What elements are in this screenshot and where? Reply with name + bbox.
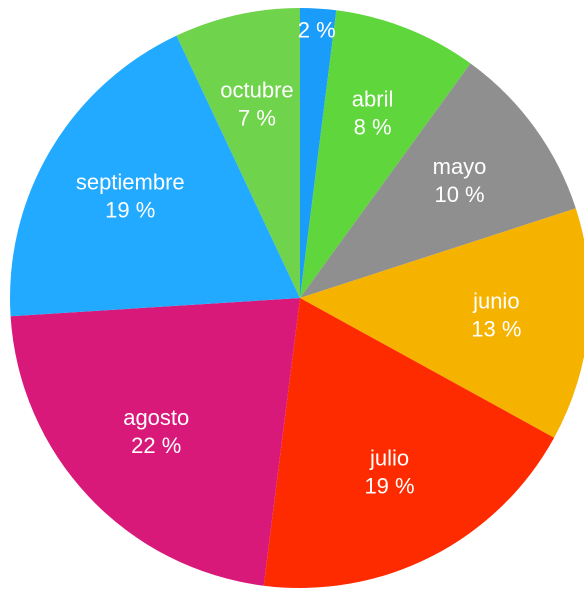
slice-value-label: 13 % [471,316,521,341]
pie-slice [300,208,584,438]
slice-value-label: 8 % [354,114,392,139]
slice-value-label: 10 % [434,182,484,207]
slice-value-label: 2 % [298,18,336,43]
pie-slice [263,298,555,588]
slice-label: mayo [433,154,487,179]
pie-slice [9,35,300,317]
slice-label: abril [352,86,394,111]
slice-value-label: 19 % [105,197,155,222]
slice-label: septiembre [76,169,185,194]
pie-slice [176,8,300,298]
slice-value-label: 19 % [364,474,414,499]
slice-value-label: 22 % [131,433,181,458]
pie-slice [300,8,337,298]
pie-slice [300,63,576,298]
pie-slice [300,10,471,298]
slice-value-label: 7 % [238,105,276,130]
slice-label: agosto [123,405,189,430]
slice-label: junio [472,288,519,313]
pie-slice [10,298,301,586]
slice-label: julio [369,446,409,471]
slice-label: octubre [220,77,293,102]
